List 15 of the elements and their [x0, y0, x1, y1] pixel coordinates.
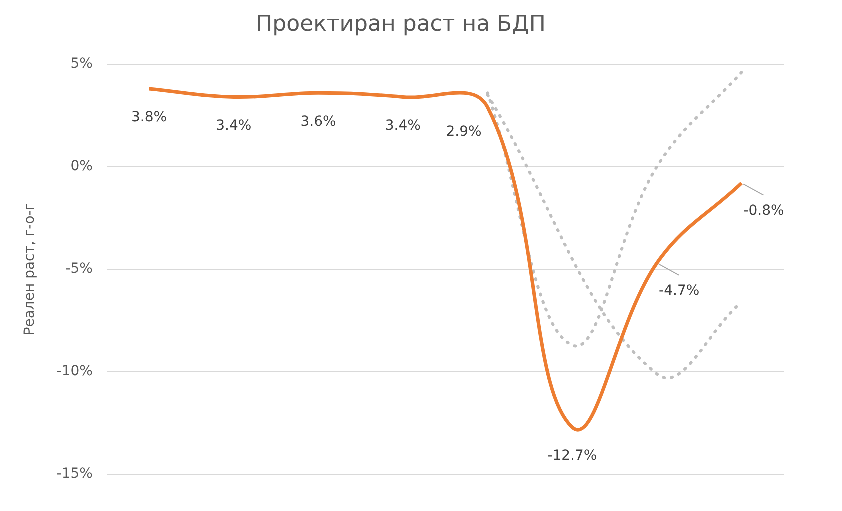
- y-tick-label: 5%: [70, 56, 93, 72]
- data-label: 3.6%: [300, 114, 336, 130]
- data-label: 3.4%: [216, 118, 252, 134]
- y-axis-title: Реален раст, г-о-г: [22, 203, 38, 336]
- data-label: -4.7%: [659, 282, 700, 299]
- data-label: 3.8%: [131, 110, 168, 126]
- y-tick-label: -5%: [66, 261, 93, 278]
- data-label: 3.4%: [385, 118, 421, 134]
- y-tick-label: 0%: [70, 158, 93, 175]
- data-label: -0.8%: [744, 203, 784, 219]
- data-label: -12.7%: [548, 448, 598, 464]
- chart-title: Проектиран раст на БДП: [256, 12, 546, 37]
- data-label: 2.9%: [446, 124, 482, 140]
- y-tick-label: -10%: [56, 364, 93, 380]
- y-tick-label: -15%: [56, 466, 93, 482]
